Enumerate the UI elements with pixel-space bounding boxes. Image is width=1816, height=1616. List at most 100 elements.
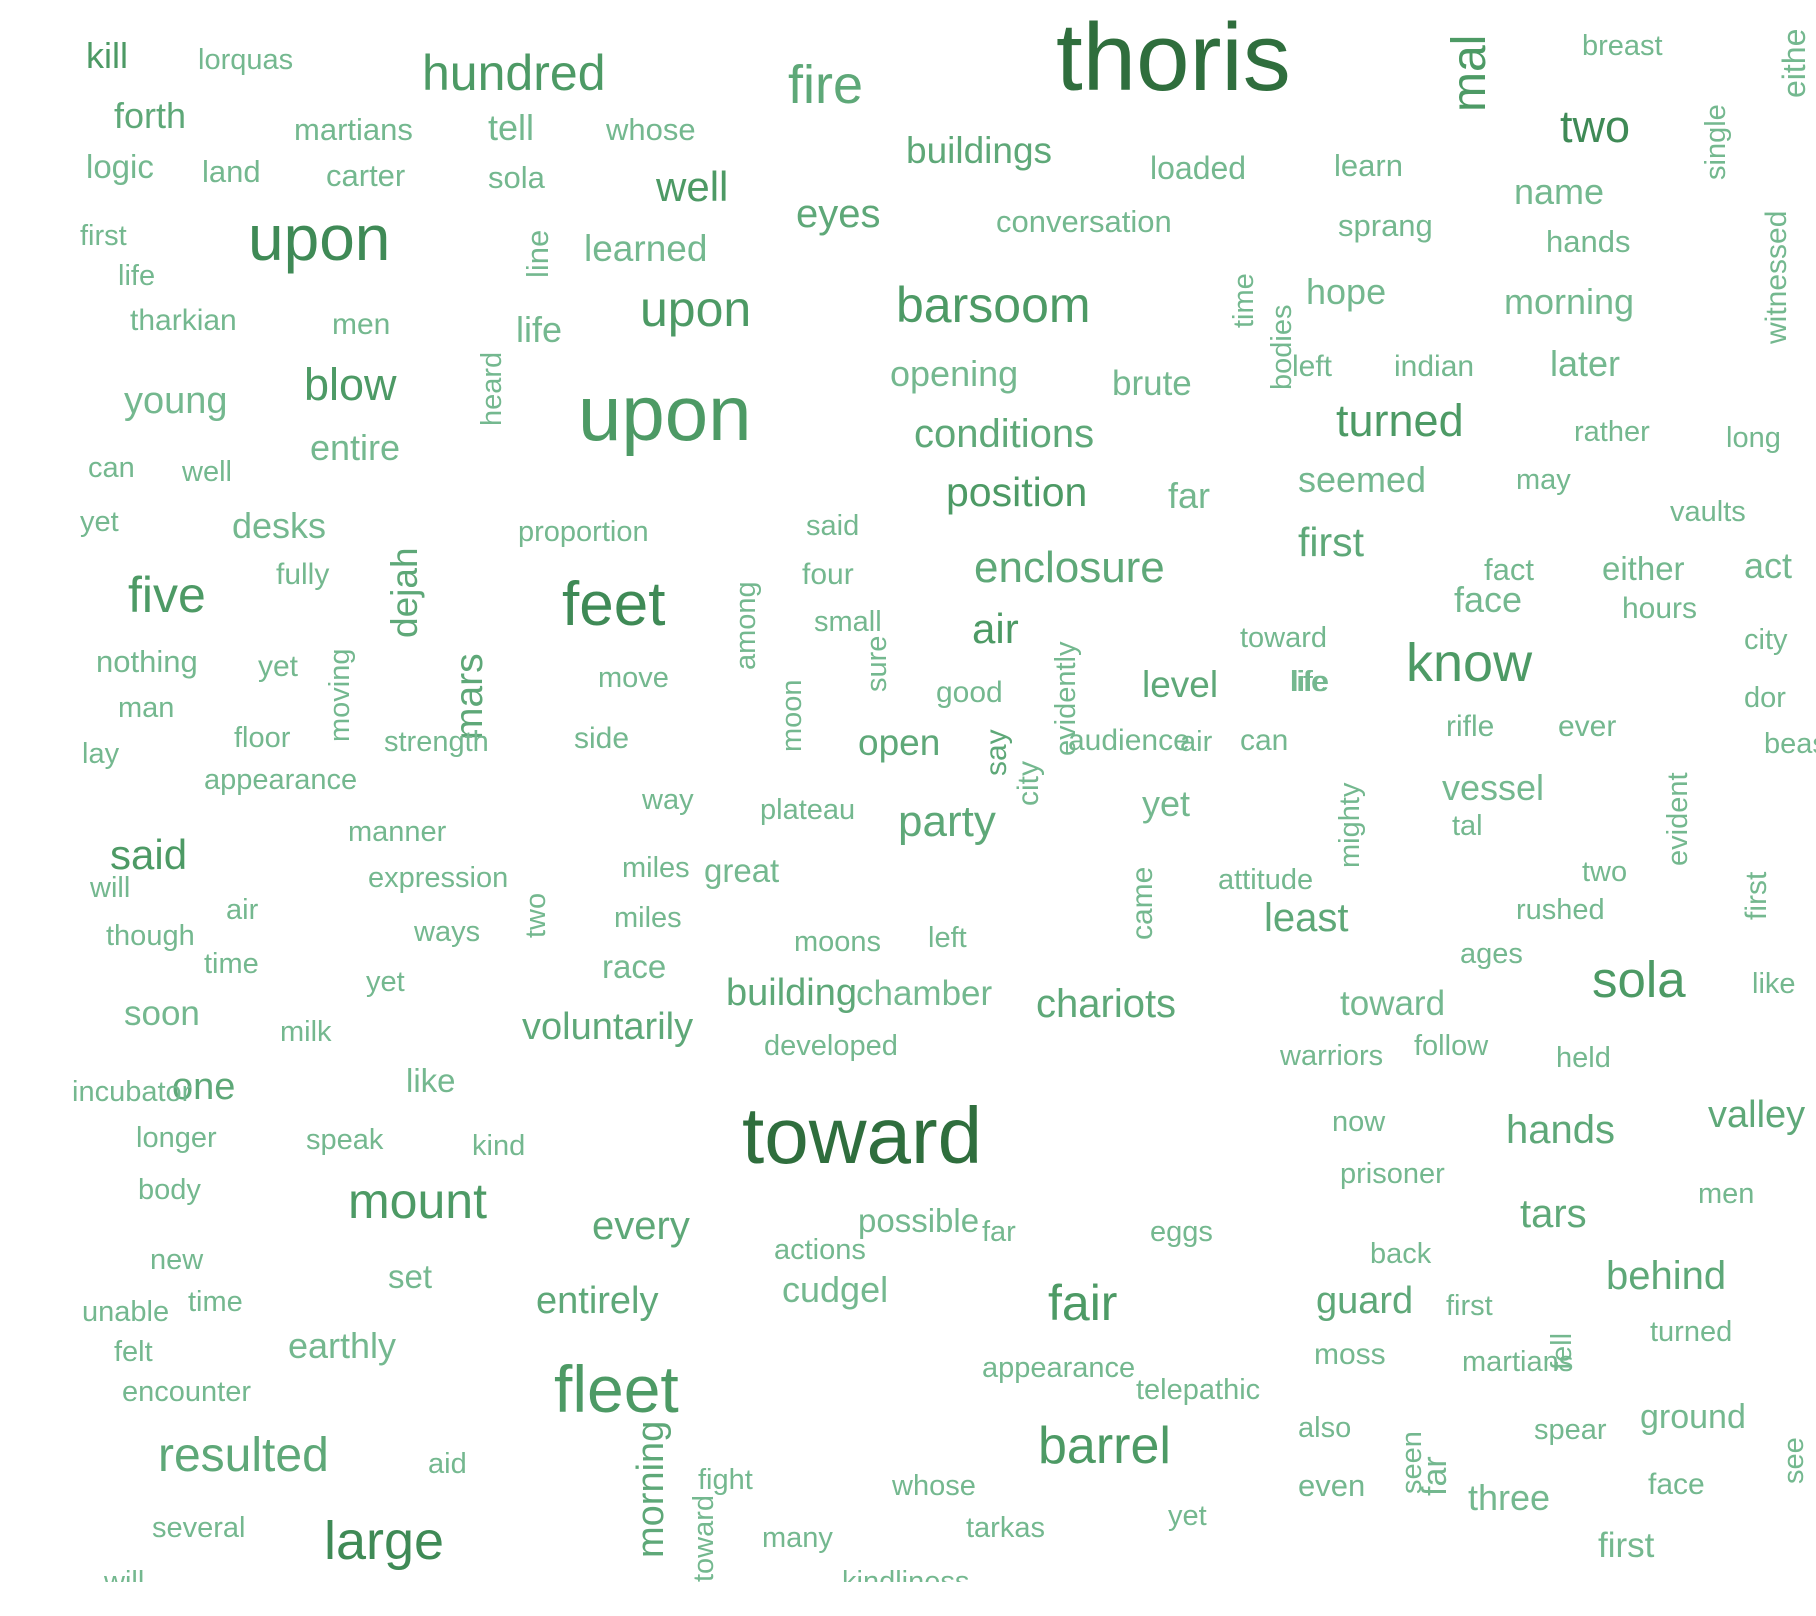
cloud-word: yet (1168, 1500, 1207, 1532)
cloud-word: face (1454, 579, 1523, 620)
cloud-word: sure (861, 635, 893, 692)
cloud-word: yet (80, 506, 119, 538)
cloud-word: breast (1582, 30, 1663, 62)
cloud-word: line (520, 229, 555, 278)
cloud-word: encounter (122, 1376, 251, 1408)
cloud-word: may (1516, 464, 1571, 496)
cloud-word: air (1180, 726, 1213, 758)
cloud-word: sola (1592, 951, 1686, 1008)
cloud-word: back (1370, 1238, 1432, 1270)
cloud-word: morning (630, 1420, 672, 1558)
cloud-word: air (226, 894, 259, 926)
cloud-word: learned (584, 228, 708, 269)
cloud-word: among (730, 581, 762, 670)
cloud-word: left (928, 922, 967, 954)
cloud-word: time (204, 948, 259, 980)
cloud-word: miles (622, 852, 690, 884)
cloud-word: left (1292, 350, 1333, 383)
cloud-word: fire (788, 55, 864, 115)
cloud-word: way (642, 784, 694, 816)
cloud-word: dejah (384, 547, 425, 638)
cloud-word: whose (606, 112, 696, 147)
cloud-word: tharkian (130, 304, 237, 337)
cloud-word: mighty (1334, 782, 1366, 868)
cloud-word: toward (742, 1091, 983, 1180)
cloud-word: conditions (914, 412, 1095, 456)
cloud-word: chamber (856, 974, 993, 1013)
cloud-word: side (574, 722, 630, 755)
cloud-word: came (1126, 866, 1159, 940)
cloud-word: hundred (422, 45, 606, 101)
cloud-word: moving (324, 648, 356, 743)
cloud-word: spear (1534, 1414, 1607, 1446)
cloud-word: enclosure (974, 543, 1165, 592)
cloud-word: plateau (760, 794, 856, 826)
cloud-word: upon (640, 281, 752, 337)
cloud-word: turned (1650, 1316, 1733, 1348)
cloud-word: rather (1574, 416, 1650, 448)
cloud-word: move (598, 662, 669, 694)
cloud-word: life (118, 260, 156, 292)
cloud-word: dor (1744, 682, 1786, 714)
cloud-word: nothing (96, 644, 198, 679)
cloud-word: appearance (982, 1352, 1136, 1384)
cloud-word: large (324, 1511, 445, 1571)
cloud-word: upon (578, 369, 752, 457)
cloud-word: brute (1112, 364, 1192, 403)
cloud-word: tal (1452, 810, 1483, 842)
cloud-word: either (1602, 550, 1685, 587)
cloud-word: body (138, 1174, 201, 1206)
cloud-word: man (118, 692, 175, 724)
cloud-word: held (1556, 1042, 1611, 1074)
cloud-word: first (1740, 871, 1773, 920)
cloud-word: ages (1460, 938, 1523, 970)
cloud-word: far (1168, 475, 1211, 516)
cloud-word: great (704, 852, 780, 889)
cloud-word: two (1582, 856, 1628, 888)
cloud-word: like (1752, 968, 1796, 1000)
cloud-word: cudgel (782, 1269, 889, 1310)
cloud-word: city (1012, 761, 1045, 806)
cloud-word: valley (1708, 1094, 1806, 1136)
cloud-word: city (1744, 624, 1788, 656)
cloud-word: vessel (1442, 767, 1545, 808)
cloud-word: race (602, 948, 667, 985)
cloud-word: indian (1394, 350, 1475, 383)
cloud-word: small (814, 606, 882, 638)
cloud-word: kill (86, 35, 128, 76)
cloud-word: feet (562, 570, 666, 639)
cloud-word: hours (1622, 592, 1698, 625)
cloud-word: possible (858, 1202, 980, 1239)
cloud-word: miles (614, 902, 682, 934)
cloud-word: yet (1142, 783, 1191, 824)
cloud-word: fact (1484, 552, 1534, 587)
cloud-word: chariots (1036, 982, 1177, 1026)
cloud-word: first (80, 220, 127, 252)
cloud-word: witnessed (1760, 210, 1793, 344)
cloud-word: turned (1336, 395, 1464, 446)
cloud-word: whose (892, 1470, 976, 1502)
cloud-word: building (726, 972, 857, 1014)
cloud-word: ever (1558, 710, 1617, 743)
cloud-word: forth (114, 95, 187, 136)
cloud-word: moons (794, 926, 882, 958)
cloud-word: proportion (518, 516, 649, 548)
cloud-word: toward (1340, 984, 1446, 1023)
cloud-word: hands (1546, 224, 1631, 259)
cloud-word: new (150, 1244, 204, 1276)
cloud-word: fleet (554, 1352, 679, 1426)
cloud-word: two (1560, 101, 1631, 152)
cloud-word: one (172, 1066, 236, 1108)
cloud-word: tell (488, 107, 535, 148)
cloud-word: thoris (1056, 4, 1291, 111)
cloud-word: evidently (1050, 641, 1082, 756)
cloud-word: incubator (72, 1076, 192, 1108)
cloud-word: aid (428, 1448, 467, 1480)
cloud-word: soon (124, 994, 200, 1033)
cloud-word: can (1240, 724, 1289, 757)
cloud-word: men (332, 308, 391, 341)
cloud-word: desks (232, 505, 327, 546)
cloud-word: moss (1314, 1338, 1386, 1371)
cloud-word: upon (248, 202, 391, 274)
cloud-word: time (1228, 273, 1260, 328)
